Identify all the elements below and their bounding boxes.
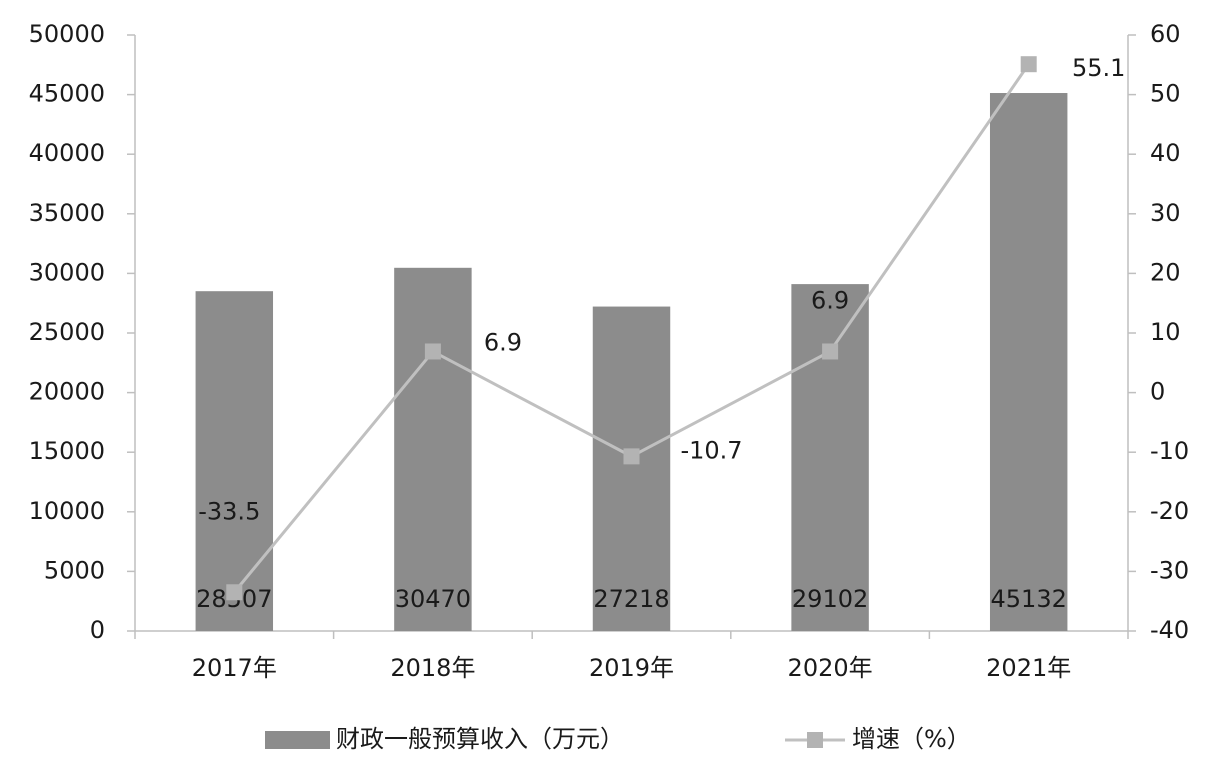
bar	[791, 284, 869, 631]
y-tick-label: 30000	[29, 258, 105, 286]
bar	[989, 93, 1068, 632]
y2-tick-label: 30	[1150, 199, 1181, 227]
line-value-label: -33.5	[198, 497, 260, 525]
y-tick-label: 5000	[44, 556, 105, 584]
x-tick-label: 2017年	[192, 654, 277, 682]
legend-label: 财政一般预算收入（万元）	[336, 725, 624, 753]
y2-tick-label: 10	[1150, 318, 1181, 346]
y-tick-label: 25000	[29, 318, 105, 346]
y2-tick-label: 40	[1150, 139, 1181, 167]
y2-tick-label: 20	[1150, 258, 1181, 286]
y2-tick-label: 60	[1150, 20, 1181, 48]
y-tick-label: 45000	[29, 80, 105, 108]
bar	[592, 306, 671, 631]
y2-tick-label: 50	[1150, 80, 1181, 108]
legend-label: 增速（%）	[852, 725, 971, 753]
line-marker	[1020, 56, 1037, 73]
y2-tick-label: 0	[1150, 378, 1165, 406]
line-value-label: 6.9	[484, 328, 522, 356]
y-tick-label: 20000	[29, 378, 105, 406]
x-tick-label: 2020年	[788, 654, 873, 682]
line-value-label: -10.7	[680, 436, 742, 464]
line-marker	[623, 448, 640, 465]
y-tick-label: 10000	[29, 497, 105, 525]
y2-tick-label: -40	[1150, 616, 1189, 644]
y2-tick-label: -30	[1150, 556, 1189, 584]
line-value-label: 6.9	[811, 286, 849, 314]
y2-tick-label: -20	[1150, 497, 1189, 525]
bar-value-label: 27218	[593, 585, 669, 613]
line-marker	[226, 584, 243, 601]
bar-value-label: 45132	[991, 585, 1067, 613]
legend-swatch	[265, 731, 330, 749]
y-tick-label: 50000	[29, 20, 105, 48]
y-tick-label: 40000	[29, 139, 105, 167]
y2-tick-label: -10	[1150, 437, 1189, 465]
x-tick-label: 2018年	[390, 654, 475, 682]
line-marker	[424, 343, 441, 360]
bar	[394, 267, 472, 631]
line-marker	[822, 343, 839, 360]
y-tick-label: 0	[90, 616, 105, 644]
legend-swatch	[807, 732, 823, 748]
x-tick-label: 2019年	[589, 654, 674, 682]
y-tick-label: 15000	[29, 437, 105, 465]
y-tick-label: 35000	[29, 199, 105, 227]
bar-value-label: 30470	[395, 585, 471, 613]
bar-value-label: 29102	[792, 585, 868, 613]
x-tick-label: 2021年	[986, 654, 1071, 682]
bar	[195, 291, 274, 631]
line-value-label: 55.1	[1072, 54, 1125, 82]
